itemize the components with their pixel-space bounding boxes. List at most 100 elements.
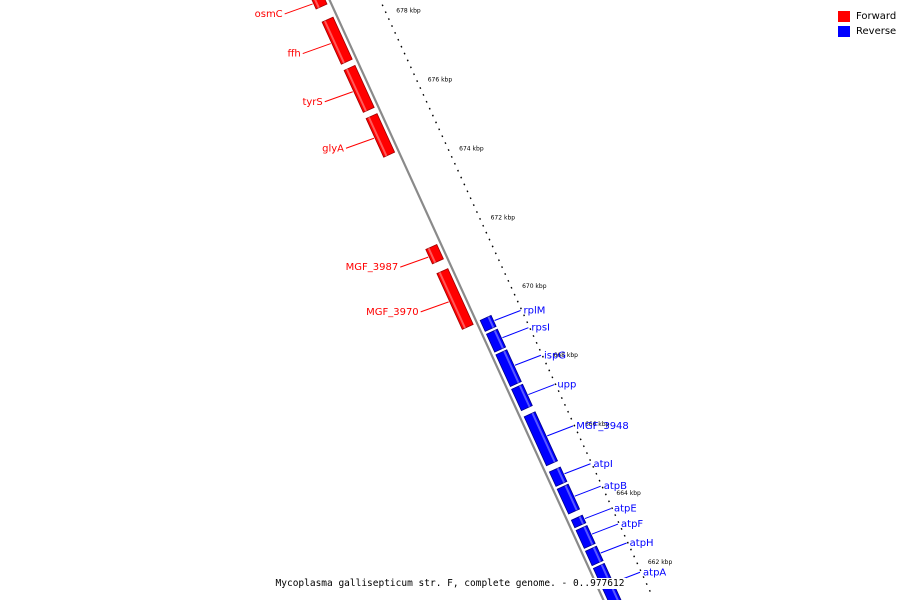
- gene-atpE: [570, 514, 587, 529]
- minor-tick: [642, 576, 645, 579]
- gene-osmC: [311, 0, 328, 10]
- gene-highlight: [531, 412, 556, 463]
- minor-tick: [397, 38, 400, 41]
- tick-layer: 662 kbp 664 kbp 666 kbp 668 kbp 670 kbp 672 k…: [381, 4, 672, 592]
- gene-leader-line: [574, 485, 601, 497]
- gene-leader-line: [591, 523, 619, 535]
- gene-label: osmC: [255, 9, 283, 20]
- minor-tick: [466, 190, 469, 193]
- minor-tick: [551, 376, 554, 379]
- gene-label-layer: osmC ffh tyrS glyA MGF_3987 MGF_3970 rplM rpsI i…: [255, 3, 666, 583]
- minor-tick: [526, 321, 529, 324]
- gene-leader-line: [324, 91, 353, 103]
- gene-rplM: [479, 314, 497, 332]
- minor-tick: [548, 369, 551, 372]
- minor-tick: [541, 355, 544, 358]
- minor-tick: [538, 348, 541, 351]
- minor-tick: [557, 390, 560, 393]
- gene-highlight: [578, 516, 584, 525]
- gene-label: rpsI: [531, 323, 550, 334]
- minor-tick: [444, 142, 447, 145]
- minor-tick: [645, 582, 648, 586]
- minor-tick: [535, 341, 538, 344]
- gene-atpB: [556, 483, 581, 515]
- gene-tyrS: [343, 64, 375, 113]
- legend: Forward Reverse: [838, 9, 896, 39]
- minor-tick: [579, 438, 582, 441]
- reverse-swatch: [838, 26, 850, 37]
- gene-label: atpH: [630, 538, 654, 549]
- minor-tick: [447, 148, 450, 152]
- gene-label: upp: [557, 380, 576, 391]
- minor-tick: [438, 128, 441, 131]
- minor-tick: [576, 431, 579, 434]
- minor-tick: [560, 396, 563, 400]
- gene-atpF: [575, 524, 596, 549]
- gene-label: ffh: [288, 49, 301, 60]
- minor-tick: [488, 238, 491, 241]
- gene-highlight: [345, 68, 367, 112]
- minor-tick: [604, 493, 607, 496]
- gene-label: atpE: [614, 504, 637, 515]
- gene-rpsI: [485, 328, 507, 353]
- gene-leader-line: [284, 3, 313, 15]
- gene-atpH: [584, 545, 604, 567]
- minor-tick: [545, 362, 548, 365]
- minor-tick: [611, 507, 614, 510]
- gene-label: atpA: [643, 567, 666, 578]
- gene-highlight: [314, 0, 320, 9]
- gene-leader-line: [494, 310, 521, 321]
- gene-leader-line: [584, 508, 612, 520]
- gene-highlight: [592, 547, 602, 563]
- gene-highlight: [493, 330, 504, 349]
- gene-label: MGF_3948: [576, 421, 629, 432]
- legend-item-forward: Forward: [838, 9, 896, 24]
- minor-tick: [400, 45, 403, 48]
- tick-label: 666 kbp: [585, 421, 610, 428]
- gene-label: atpF: [621, 519, 643, 530]
- tick-label: 676 kbp: [428, 77, 453, 84]
- minor-tick: [573, 424, 576, 427]
- gene-MGF_3948: [523, 411, 559, 467]
- minor-tick: [601, 486, 604, 489]
- minor-tick: [413, 73, 415, 76]
- gene-MGF_3970: [436, 268, 474, 330]
- minor-tick: [639, 569, 642, 572]
- minor-tick: [482, 224, 485, 227]
- minor-tick: [425, 100, 428, 103]
- gene-label: rplM: [524, 305, 546, 316]
- minor-tick: [516, 300, 519, 303]
- gene-highlight: [564, 485, 578, 511]
- minor-tick: [623, 534, 626, 537]
- minor-tick: [453, 162, 456, 165]
- gene-highlight: [583, 526, 594, 546]
- gene-highlight: [438, 271, 466, 329]
- tick-label: 664 kbp: [616, 490, 641, 497]
- gene-label: atpI: [594, 459, 613, 470]
- tick-label: 674 kbp: [459, 145, 484, 152]
- gene-leader-line: [345, 137, 375, 149]
- legend-label-reverse: Reverse: [856, 26, 897, 37]
- minor-tick: [469, 197, 472, 200]
- minor-tick: [648, 589, 651, 592]
- genome-caption-text: Mycoplasma gallisepticum str. F, complet…: [273, 578, 627, 589]
- gene-highlight: [503, 350, 520, 384]
- minor-tick: [416, 80, 419, 83]
- minor-tick: [406, 59, 409, 62]
- minor-tick: [472, 204, 475, 207]
- tick-label: 678 kbp: [396, 8, 421, 15]
- minor-tick: [529, 328, 532, 331]
- minor-tick: [450, 155, 453, 158]
- minor-tick: [491, 245, 494, 248]
- minor-tick: [394, 31, 397, 34]
- minor-tick: [463, 183, 466, 186]
- minor-tick: [582, 445, 585, 448]
- minor-tick: [435, 121, 437, 124]
- legend-item-reverse: Reverse: [838, 24, 896, 39]
- minor-tick: [457, 169, 460, 172]
- minor-tick: [567, 410, 570, 413]
- minor-tick: [428, 107, 431, 110]
- minor-tick: [409, 66, 412, 69]
- gene-label: MGF_3987: [346, 262, 399, 273]
